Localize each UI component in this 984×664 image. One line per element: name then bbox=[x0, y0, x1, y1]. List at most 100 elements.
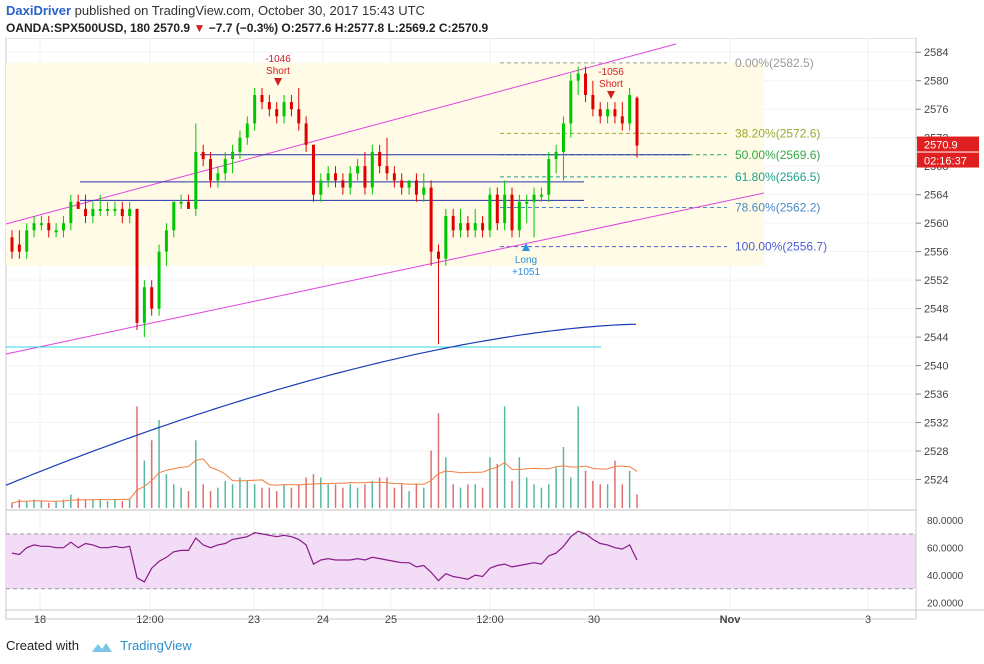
price-bar-body bbox=[223, 159, 227, 174]
price-bar-body bbox=[620, 116, 624, 124]
price-bar-body bbox=[407, 180, 411, 188]
price-bar-body bbox=[436, 251, 440, 259]
price-bar-body bbox=[25, 230, 29, 252]
short-marker-sub: Short bbox=[599, 79, 623, 90]
price-bar-body bbox=[488, 194, 492, 231]
price-tick-label: 2540 bbox=[924, 361, 948, 373]
price-bar-body bbox=[400, 180, 404, 188]
price-bar-body bbox=[267, 102, 271, 110]
price-bar-body bbox=[231, 151, 235, 160]
price-bar-body bbox=[10, 237, 14, 252]
price-bar-body bbox=[157, 251, 161, 309]
price-bar-body bbox=[517, 201, 521, 231]
long-marker-label: +1051 bbox=[512, 267, 541, 278]
tradingview-link[interactable]: TradingView bbox=[120, 638, 192, 653]
symbol-label: OANDA:SPX500USD, 180 bbox=[6, 21, 151, 35]
long-arrow-icon bbox=[522, 243, 530, 251]
price-bar-body bbox=[584, 73, 588, 95]
created-with-label: Created with bbox=[6, 638, 79, 653]
price-bar-body bbox=[576, 73, 580, 81]
price-bar-body bbox=[304, 123, 308, 145]
fib-retracement: 0.00%(2582.5) 38.20%(2572.6) 50.00%(2569.6… bbox=[6, 56, 827, 266]
channel-upper-line bbox=[5, 43, 677, 225]
price-bar-body bbox=[289, 102, 293, 110]
price-bar-body bbox=[348, 173, 352, 188]
time-tick-label: 3 bbox=[865, 614, 871, 626]
price-bar-body bbox=[429, 187, 433, 252]
price-bar-body bbox=[473, 223, 477, 231]
fib-level-label: 100.00%(2556.7) bbox=[735, 240, 827, 254]
price-bar-body bbox=[120, 208, 124, 217]
price-bar-body bbox=[128, 208, 132, 217]
price-bar-body bbox=[503, 194, 507, 224]
price-bar-body bbox=[275, 109, 279, 117]
price-bar-body bbox=[98, 208, 102, 211]
price-bar-body bbox=[209, 159, 213, 181]
price-bar-body bbox=[606, 109, 610, 117]
price-bars bbox=[10, 66, 639, 345]
change-value: −7.7 (−0.3%) bbox=[208, 21, 279, 35]
trend-channel bbox=[5, 43, 765, 355]
last-price: 2570.9 bbox=[153, 21, 191, 35]
rsi-tick-label: 80.0000 bbox=[927, 516, 964, 527]
symbol-line: OANDA:SPX500USD, 180 2570.9 ▼ −7.7 (−0.3… bbox=[6, 21, 488, 35]
volume-bars bbox=[11, 406, 638, 508]
price-chart[interactable]: 0.00%(2582.5) 38.20%(2572.6) 50.00%(2569.6… bbox=[0, 38, 984, 638]
price-tick-label: 2556 bbox=[924, 247, 948, 259]
channel-lower-line bbox=[5, 192, 765, 355]
price-bar-body bbox=[539, 194, 543, 197]
rsi-tick-label: 40.0000 bbox=[927, 571, 964, 582]
price-tick-label: 2564 bbox=[924, 190, 948, 202]
price-bar-body bbox=[91, 208, 95, 217]
price-tick-label: 2560 bbox=[924, 218, 948, 230]
price-bar-body bbox=[334, 173, 338, 181]
price-bar-body bbox=[194, 151, 198, 209]
price-bar-body bbox=[179, 201, 183, 204]
published-text: published on TradingView.com, October 30… bbox=[74, 3, 425, 18]
price-bar-body bbox=[150, 287, 154, 309]
publish-line: DaxiDriver published on TradingView.com,… bbox=[6, 3, 425, 18]
time-tick-label: 18 bbox=[34, 614, 46, 626]
price-bar-body bbox=[414, 180, 418, 195]
price-bar-body bbox=[54, 230, 58, 233]
price-bar-body bbox=[17, 244, 21, 252]
price-bar-body bbox=[113, 208, 117, 211]
rsi-line bbox=[11, 530, 638, 583]
price-bar-body bbox=[253, 94, 257, 124]
price-tick-label: 2536 bbox=[924, 389, 948, 401]
price-bar-body bbox=[142, 287, 146, 323]
time-tick-label: 23 bbox=[248, 614, 260, 626]
price-bar-body bbox=[370, 151, 374, 188]
time-tick-label: 12:00 bbox=[476, 614, 504, 626]
short-arrow-icon bbox=[274, 78, 282, 86]
price-bar-body bbox=[32, 223, 36, 231]
price-bar-body bbox=[260, 94, 264, 103]
price-bar-body bbox=[356, 166, 360, 174]
price-tick-label: 2548 bbox=[924, 304, 948, 316]
price-bar-body bbox=[547, 159, 551, 195]
fib-level-label: 0.00%(2582.5) bbox=[735, 56, 814, 70]
price-bar-body bbox=[466, 223, 470, 231]
author-link[interactable]: DaxiDriver bbox=[6, 3, 72, 18]
price-bar-body bbox=[216, 173, 220, 181]
rsi-band bbox=[6, 533, 916, 589]
price-bar-body bbox=[481, 223, 485, 231]
price-bar-body bbox=[444, 216, 448, 259]
short-marker-label: -1056 bbox=[598, 67, 624, 78]
price-bar-body bbox=[76, 201, 80, 209]
price-bar-body bbox=[326, 173, 330, 181]
price-bar-body bbox=[201, 151, 205, 160]
price-bar-body bbox=[378, 151, 382, 167]
time-tick-label: 12:00 bbox=[136, 614, 164, 626]
price-bar-body bbox=[495, 194, 499, 224]
price-bar-body bbox=[459, 223, 463, 231]
price-tick-label: 2532 bbox=[924, 418, 948, 430]
price-bar-body bbox=[613, 109, 617, 117]
price-bar-body bbox=[172, 201, 176, 231]
price-bar-body bbox=[451, 216, 455, 231]
change-down-icon: ▼ bbox=[193, 21, 206, 35]
price-bar-body bbox=[341, 180, 345, 188]
short-marker-label: -1046 bbox=[265, 54, 291, 65]
price-tick-label: 2544 bbox=[924, 332, 948, 344]
price-bar-body bbox=[69, 201, 73, 224]
